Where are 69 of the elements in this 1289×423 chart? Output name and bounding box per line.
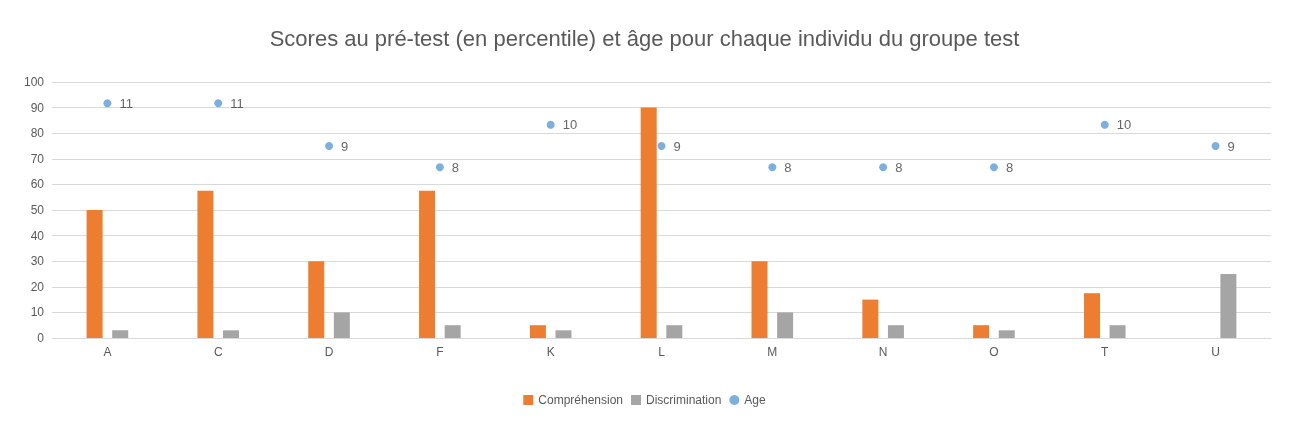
- data-label: 9: [673, 138, 681, 154]
- bar: [640, 107, 657, 338]
- legend-label: Age: [744, 393, 767, 407]
- data-label: 9: [341, 138, 349, 154]
- bar: [308, 261, 325, 338]
- bar: [887, 325, 904, 338]
- bar: [1220, 274, 1237, 338]
- bar: [197, 190, 214, 338]
- bar: [419, 190, 436, 338]
- data-label: 11: [119, 95, 133, 111]
- data-label: 10: [562, 117, 578, 133]
- bar: [529, 325, 546, 338]
- bar: [444, 325, 461, 338]
- data-label: 8: [895, 159, 903, 175]
- x-tick-label: T: [1101, 345, 1110, 359]
- bar: [777, 312, 794, 338]
- point: [546, 120, 555, 129]
- data-label: 10: [1116, 117, 1132, 133]
- x-tick-label: L: [658, 345, 666, 359]
- bar: [333, 312, 350, 338]
- point: [768, 163, 777, 172]
- data-label: 9: [1227, 138, 1235, 154]
- y-tick-label: 0: [37, 331, 45, 345]
- x-tick-label: K: [546, 345, 555, 359]
- x-tick-label: C: [213, 345, 223, 359]
- bar: [973, 325, 990, 338]
- bar: [751, 261, 768, 338]
- point: [103, 99, 112, 108]
- point: [1211, 142, 1220, 150]
- data-label: 8: [451, 159, 460, 175]
- point: [325, 142, 334, 150]
- bar: [1109, 325, 1126, 338]
- chart-title: Scores au pré-test (en percentile) et âge pour chaque individu du groupe test: [269, 25, 1020, 51]
- bar: [223, 330, 240, 338]
- bar: [112, 330, 129, 338]
- data-label: 8: [1005, 159, 1014, 175]
- point: [879, 163, 888, 172]
- x-tick-label: N: [878, 345, 888, 359]
- y-tick-label: 20: [30, 279, 45, 294]
- y-tick-label: 10: [30, 305, 45, 320]
- x-tick-label: F: [436, 345, 444, 359]
- y-tick-label: 100: [23, 75, 45, 89]
- bar: [666, 325, 683, 338]
- bar: [1083, 293, 1100, 338]
- y-tick-label: 70: [30, 151, 45, 166]
- x-tick-label: A: [103, 345, 112, 359]
- y-tick-label: 50: [30, 203, 45, 217]
- bar: [555, 330, 572, 338]
- x-tick-label: D: [324, 345, 334, 359]
- y-tick-label: 90: [30, 100, 45, 115]
- point: [214, 99, 223, 108]
- x-tick-label: O: [989, 345, 999, 359]
- data-label: 8: [784, 159, 792, 175]
- point: [1100, 120, 1109, 129]
- legend-label: Discrimination: [646, 393, 722, 407]
- y-tick-label: 30: [30, 254, 45, 269]
- bar: [862, 299, 879, 338]
- x-tick-label: U: [1211, 345, 1220, 359]
- y-tick-label: 80: [30, 126, 45, 141]
- point: [989, 163, 998, 172]
- y-tick-label: 40: [30, 228, 45, 243]
- y-tick-label: 60: [30, 177, 45, 192]
- x-tick-label: M: [767, 345, 778, 359]
- point: [657, 142, 666, 150]
- bar: [998, 330, 1015, 338]
- bar: [86, 210, 103, 338]
- data-label: 11: [230, 95, 244, 111]
- legend-label: Compréhension: [538, 393, 624, 407]
- point: [435, 163, 444, 172]
